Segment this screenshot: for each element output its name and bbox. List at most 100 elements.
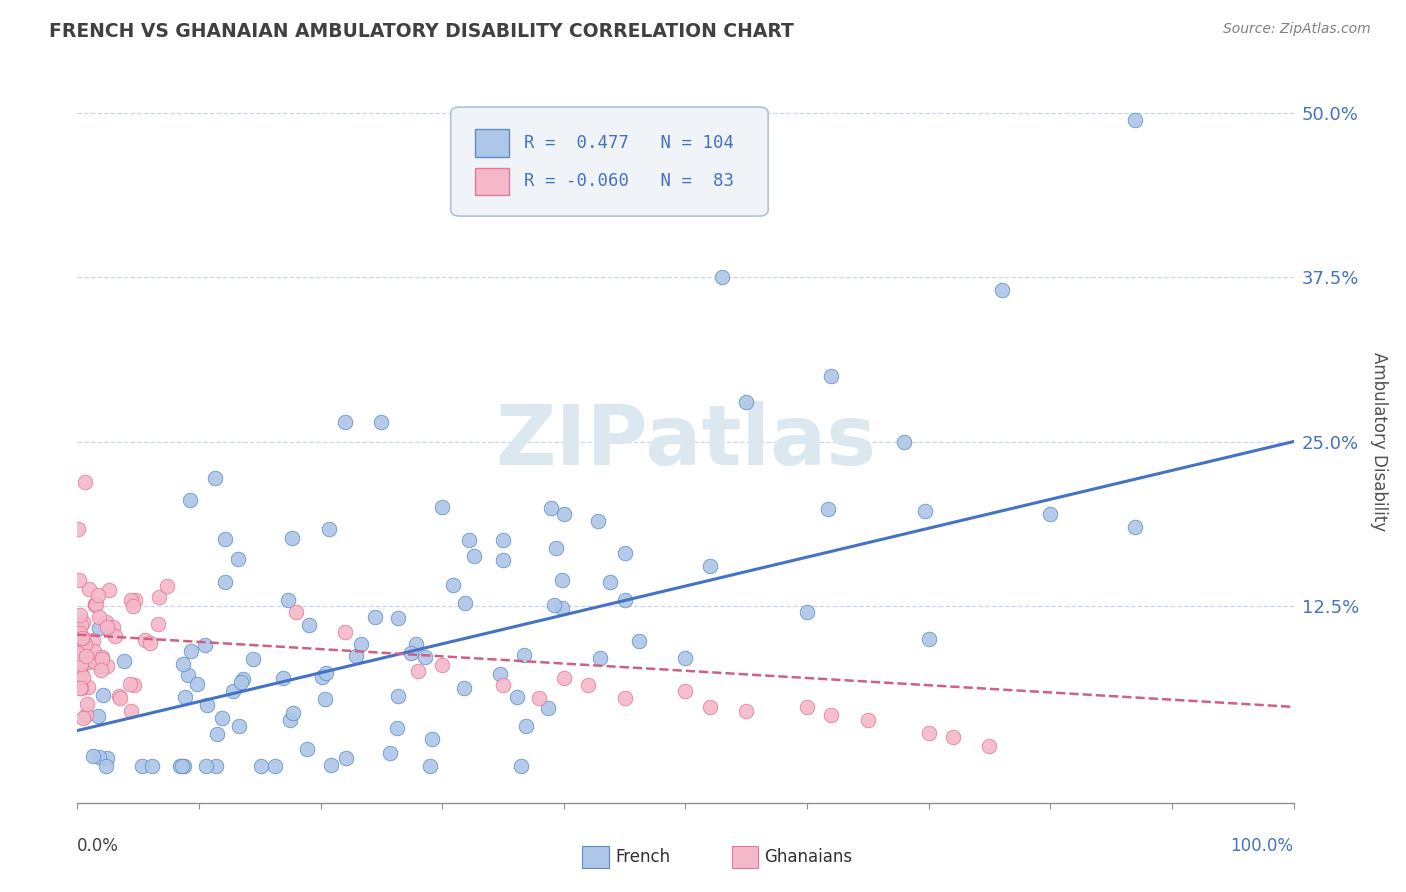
Point: [82, 749, 104, 764]
Point: [405, 637, 427, 651]
Point: [820, 368, 842, 383]
Point: [69, 657, 91, 671]
Point: [204, 471, 226, 485]
Point: [553, 671, 575, 685]
Point: [675, 684, 697, 698]
Point: [699, 559, 721, 574]
Text: R =  0.477   N = 104: R = 0.477 N = 104: [523, 134, 734, 153]
Point: [387, 611, 409, 625]
Point: [90, 663, 112, 677]
Point: [177, 668, 200, 682]
Point: [378, 746, 401, 760]
Point: [72, 643, 94, 657]
Point: [543, 599, 565, 613]
Point: [169, 759, 191, 773]
Point: [489, 666, 512, 681]
Point: [399, 646, 422, 660]
Point: [537, 700, 560, 714]
Point: [67, 663, 90, 677]
Point: [205, 759, 228, 773]
Point: [318, 522, 340, 536]
Point: [942, 730, 965, 744]
Point: [453, 681, 475, 695]
Point: [69, 657, 91, 672]
Point: [72, 651, 94, 665]
Point: [1125, 520, 1147, 534]
Point: [385, 721, 408, 735]
Point: [463, 549, 485, 564]
Point: [613, 593, 636, 607]
Point: [139, 636, 162, 650]
Point: [333, 415, 356, 429]
Point: [413, 650, 436, 665]
Point: [186, 676, 208, 690]
Point: [232, 673, 254, 687]
Point: [83, 643, 105, 657]
Point: [170, 759, 193, 773]
Point: [918, 726, 941, 740]
Point: [364, 610, 387, 624]
Point: [735, 704, 758, 718]
Text: Source: ZipAtlas.com: Source: ZipAtlas.com: [1223, 22, 1371, 37]
Text: ZIPatlas: ZIPatlas: [495, 401, 876, 482]
Point: [131, 759, 153, 773]
Point: [89, 621, 111, 635]
Point: [173, 690, 195, 704]
Point: [529, 690, 551, 705]
Point: [120, 593, 142, 607]
Point: [76, 697, 98, 711]
Point: [321, 758, 343, 772]
Point: [87, 610, 110, 624]
Point: [314, 692, 336, 706]
Point: [990, 284, 1012, 298]
FancyBboxPatch shape: [475, 168, 509, 195]
FancyBboxPatch shape: [582, 847, 609, 868]
Point: [87, 588, 110, 602]
Point: [194, 638, 217, 652]
Point: [540, 500, 562, 515]
Point: [370, 415, 392, 429]
Point: [441, 578, 464, 592]
Point: [419, 759, 441, 773]
Point: [406, 665, 429, 679]
Point: [89, 658, 111, 673]
Point: [76, 681, 98, 695]
Point: [699, 699, 721, 714]
FancyBboxPatch shape: [451, 107, 768, 216]
Point: [75, 637, 97, 651]
Point: [148, 591, 170, 605]
Point: [675, 651, 697, 665]
Point: [856, 713, 879, 727]
Point: [73, 475, 96, 490]
Point: [122, 599, 145, 613]
Point: [295, 741, 318, 756]
Point: [492, 677, 515, 691]
Point: [83, 655, 105, 669]
Point: [73, 642, 96, 657]
Point: [222, 684, 245, 698]
Point: [141, 759, 163, 773]
Point: [817, 501, 839, 516]
Point: [179, 492, 201, 507]
Point: [84, 652, 107, 666]
Point: [84, 598, 107, 612]
Point: [72, 670, 94, 684]
Point: [1125, 112, 1147, 127]
Point: [122, 678, 145, 692]
Point: [72, 615, 94, 629]
Point: [588, 514, 610, 528]
Point: [311, 670, 333, 684]
FancyBboxPatch shape: [731, 847, 758, 868]
Point: [66, 666, 89, 681]
Point: [96, 615, 118, 630]
Point: [156, 579, 179, 593]
Point: [96, 620, 118, 634]
Point: [76, 655, 98, 669]
Point: [66, 522, 89, 536]
Point: [914, 503, 936, 517]
Point: [146, 616, 169, 631]
Point: [512, 648, 534, 663]
Point: [70, 618, 93, 632]
Point: [195, 759, 218, 773]
Point: [553, 507, 575, 521]
